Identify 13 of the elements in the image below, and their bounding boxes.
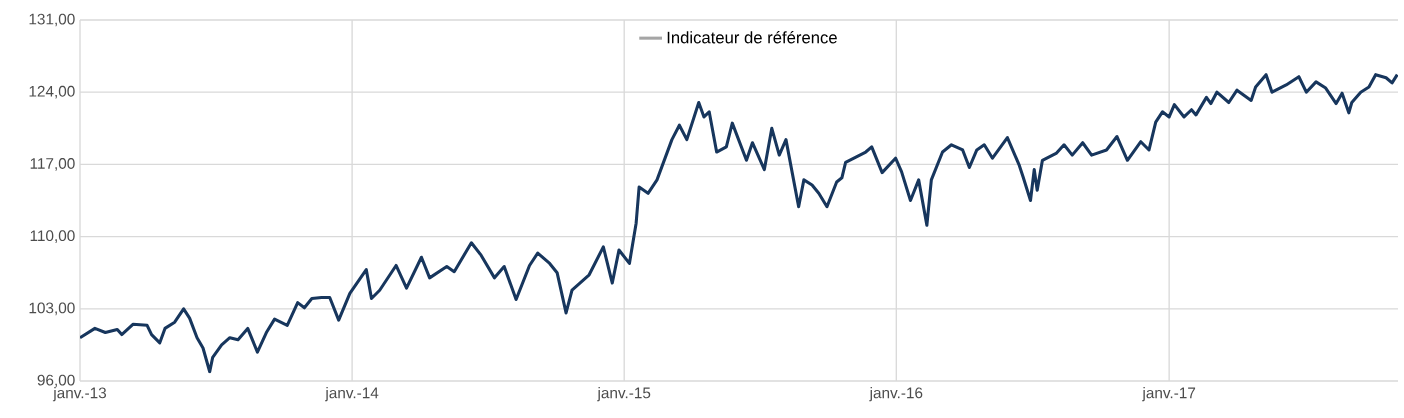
x-tick-label: janv.-16 bbox=[869, 387, 923, 402]
y-tick-label: 110,00 bbox=[30, 230, 75, 243]
y-tick-label: 103,00 bbox=[29, 302, 75, 316]
y-tick-label: 124,00 bbox=[29, 85, 75, 99]
y-tick-label: 117,00 bbox=[30, 158, 75, 171]
x-tick-label: janv.-13 bbox=[52, 387, 107, 402]
legend-label: Indicateur de référence bbox=[667, 31, 837, 44]
y-tick-label: 131,00 bbox=[29, 13, 75, 27]
x-tick-label: janv.-15 bbox=[597, 387, 651, 402]
line-series bbox=[80, 73, 1399, 374]
y-tick-label: 96,00 bbox=[37, 374, 75, 388]
x-tick-label: janv.-14 bbox=[325, 387, 379, 402]
x-tick-label: janv.-17 bbox=[1142, 387, 1196, 402]
